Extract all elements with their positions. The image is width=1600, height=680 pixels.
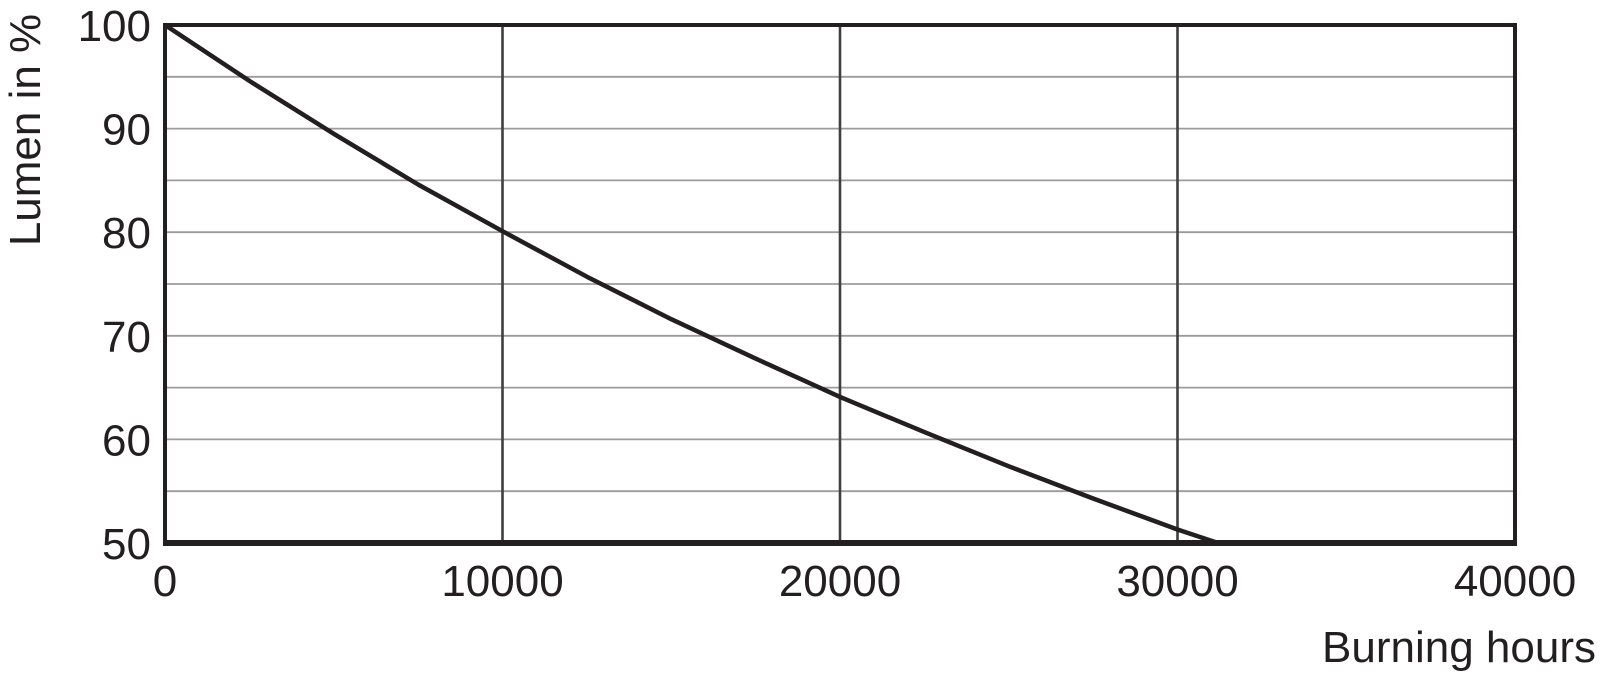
y-tick-label: 90: [102, 106, 151, 155]
x-tick-label: 10000: [441, 557, 563, 606]
x-tick-label: 20000: [779, 557, 901, 606]
y-tick-label: 70: [102, 313, 151, 362]
y-tick-label: 50: [102, 520, 151, 569]
x-tick-label: 0: [153, 557, 177, 606]
y-tick-label: 80: [102, 209, 151, 258]
y-axis-title: Lumen in %: [1, 14, 50, 246]
grid-layer: [165, 25, 1515, 543]
tick-layer: 100 90 80 70 60 500 10000 20000 30000 40000: [78, 2, 1577, 606]
y-tick-label: 100: [78, 2, 151, 51]
y-tick-label: 60: [102, 416, 151, 465]
series-layer: [163, 23, 1219, 546]
lumen-depreciation-curve: [163, 23, 1219, 546]
frame-layer: [163, 23, 1517, 546]
x-axis-title: Burning hours: [1322, 623, 1596, 672]
x-tick-label: 40000: [1454, 557, 1576, 606]
x-tick-label: 30000: [1116, 557, 1238, 606]
